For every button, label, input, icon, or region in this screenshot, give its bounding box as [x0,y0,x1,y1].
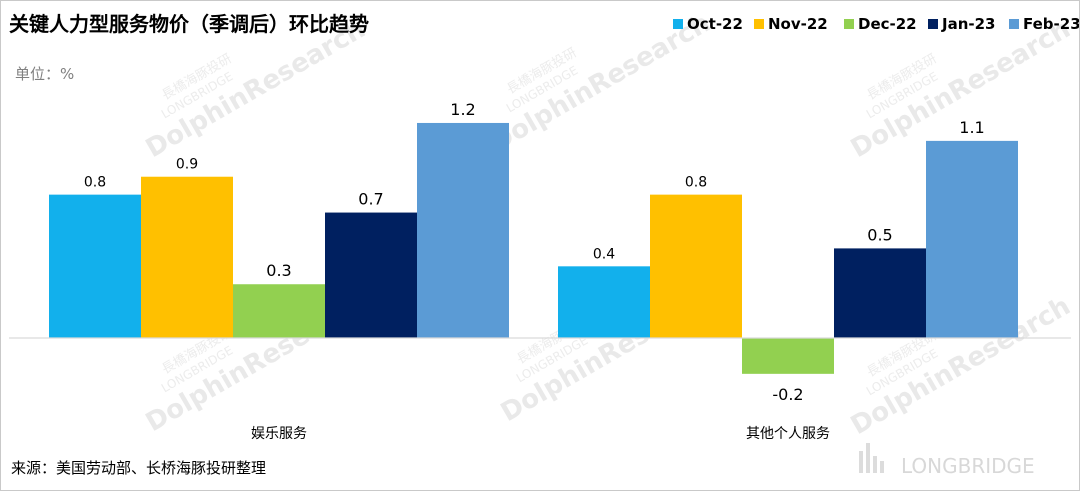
bar-dec-22-other-personal [742,338,834,374]
data-label: 1.1 [959,118,984,137]
data-label: 0.8 [685,175,707,191]
source-note: 来源：美国劳动部、长桥海豚投研整理 [11,459,266,477]
bar-feb-23-other-personal [926,140,1018,338]
data-label: -0.2 [772,385,803,404]
bar-oct-22-other-personal [558,266,650,338]
bar-jan-23-entertainment [325,212,417,338]
legend-swatch-jan-23 [928,19,938,29]
legend: Oct-22 Nov-22 Dec-22 Jan-23 Feb-23 [673,15,1079,33]
bar-feb-23-entertainment [417,122,509,339]
bar-jan-23-other-personal [834,248,926,338]
bar-nov-22-entertainment [141,176,233,338]
data-label: 0.8 [84,175,106,191]
data-label: 0.9 [176,157,198,173]
legend-swatch-nov-22 [754,19,764,29]
legend-label-nov-22: Nov-22 [768,15,828,33]
logo-text: LONGBRIDGE [901,454,1035,478]
legend-label-oct-22: Oct-22 [687,15,743,33]
longbridge-logo: LONGBRIDGE [859,443,1035,478]
legend-label-dec-22: Dec-22 [858,15,917,33]
legend-label-feb-23: Feb-23 [1023,15,1079,33]
data-label: 1.2 [450,100,475,119]
bar-nov-22-other-personal [650,194,742,338]
data-label: 0.4 [593,246,615,262]
data-label: 0.7 [358,190,383,209]
chart-title: 关键人力型服务物价（季调后）环比趋势 [9,12,369,36]
category-label: 娱乐服务 [251,426,307,442]
legend-swatch-oct-22 [673,19,683,29]
category-label: 其他个人服务 [746,426,830,442]
legend-label-jan-23: Jan-23 [941,15,995,33]
bar-oct-22-entertainment [49,194,141,338]
unit-label: 单位：% [15,65,74,83]
plot-area: 0.8 0.9 0.3 0.7 1.2 娱乐服务 0.4 0.8 -0.2 0.5 1.1 其他个人服… [49,100,1018,442]
legend-swatch-feb-23 [1009,19,1019,29]
data-label: 0.5 [867,225,892,244]
data-label: 0.3 [266,261,291,280]
bar-dec-22-entertainment [233,284,325,338]
legend-swatch-dec-22 [844,19,854,29]
